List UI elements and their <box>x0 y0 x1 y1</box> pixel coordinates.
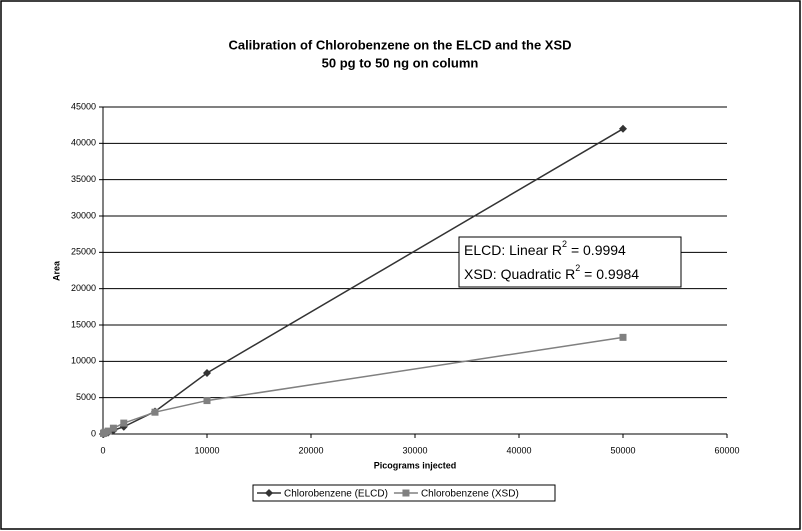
annotation: XSD: Quadratic R2 = 0.9984 <box>464 263 639 281</box>
annotation: ELCD: Linear R2 = 0.9994 <box>464 239 626 257</box>
annotation-text: XSD: Quadratic R <box>464 266 575 282</box>
y-tick-label: 45000 <box>71 101 96 111</box>
x-tick-label: 30000 <box>402 445 427 455</box>
annotation-box <box>458 236 682 288</box>
marker <box>109 424 117 432</box>
x-tick-label: 60000 <box>714 445 739 455</box>
x-tick-label: 40000 <box>506 445 531 455</box>
annotation-text: = 0.9984 <box>580 266 639 282</box>
x-axis-label: Picograms injected <box>374 460 457 470</box>
annotation-sup: 2 <box>562 239 567 249</box>
annotation-text: ELCD: Linear R <box>464 242 562 258</box>
y-tick-label: 25000 <box>71 247 96 257</box>
chart-subtitle: 50 pg to 50 ng on column <box>322 55 479 70</box>
marker <box>619 124 627 133</box>
chart-title: Calibration of Chlorobenzene on the ELCD… <box>228 37 571 52</box>
marker <box>120 419 128 427</box>
marker <box>104 427 112 435</box>
y-axis-label: Area <box>51 260 61 281</box>
y-tick-label: 10000 <box>71 356 96 366</box>
y-tick-label: 40000 <box>71 138 96 148</box>
y-tick-label: 20000 <box>71 283 96 293</box>
marker <box>265 489 273 497</box>
legend-label: Chlorobenzene (ELCD) <box>284 489 388 500</box>
legend-label: Chlorobenzene (XSD) <box>421 489 519 500</box>
annotation-sup: 2 <box>575 263 580 273</box>
marker <box>151 408 159 416</box>
x-tick-label: 50000 <box>610 445 635 455</box>
x-tick-label: 10000 <box>194 445 219 455</box>
x-tick-label: 0 <box>100 445 105 455</box>
marker <box>203 397 211 405</box>
y-tick-label: 35000 <box>71 174 96 184</box>
annotation-text: = 0.9994 <box>567 242 626 258</box>
marker <box>619 333 627 341</box>
y-tick-label: 30000 <box>71 210 96 220</box>
marker <box>402 489 410 497</box>
x-tick-label: 20000 <box>298 445 323 455</box>
y-tick-label: 15000 <box>71 319 96 329</box>
y-tick-label: 0 <box>91 428 96 438</box>
marker <box>203 368 211 377</box>
y-tick-label: 5000 <box>76 392 96 402</box>
